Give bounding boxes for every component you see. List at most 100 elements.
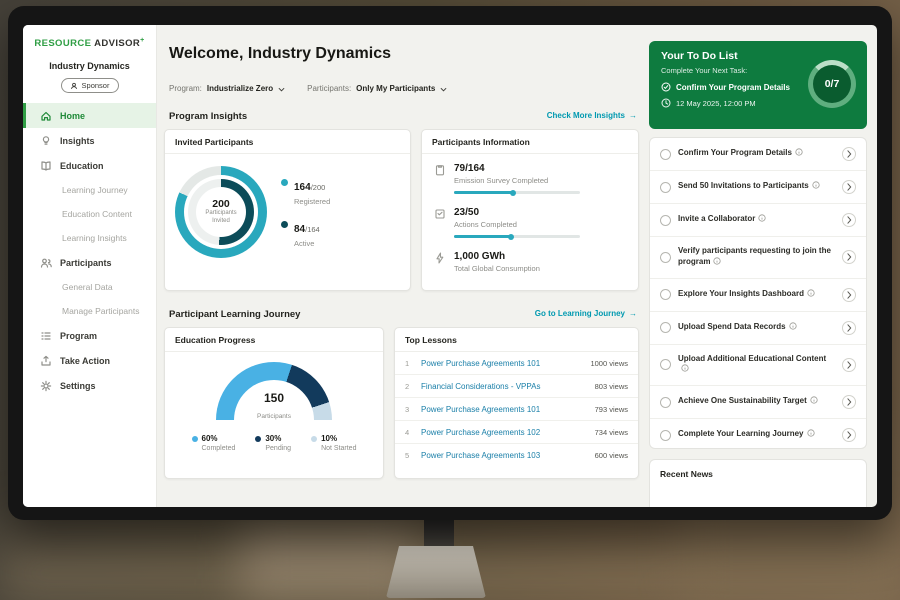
lesson-title-link[interactable]: Power Purchase Agreements 101: [421, 404, 541, 414]
sidebar-item-settings[interactable]: Settings: [23, 373, 156, 398]
chevron-right-icon[interactable]: [842, 250, 856, 265]
lesson-row: 4 Power Purchase Agreements 102 734 view…: [395, 421, 638, 444]
legend-total: /164: [305, 224, 320, 234]
info-icon[interactable]: [810, 396, 818, 408]
task-checkbox[interactable]: [660, 251, 671, 263]
sidebar-item-insights[interactable]: Insights: [23, 128, 156, 153]
task-text: Upload Spend Data Records: [678, 321, 786, 331]
task-row[interactable]: Confirm Your Program Details: [650, 138, 866, 171]
lesson-title-link[interactable]: Power Purchase Agreements 101: [421, 358, 541, 368]
go-to-learning-journey-link[interactable]: Go to Learning Journey →: [534, 309, 637, 318]
lesson-rank: 4: [405, 427, 410, 437]
todo-next-task: Confirm Your Program Details: [661, 82, 855, 92]
task-row[interactable]: Upload Additional Educational Content: [650, 345, 866, 387]
info-icon[interactable]: [681, 364, 689, 376]
info-icon[interactable]: [713, 257, 722, 269]
program-filter[interactable]: Program: Industrialize Zero: [169, 79, 285, 97]
lesson-rank: 2: [405, 381, 410, 391]
info-value: 79/164: [454, 163, 485, 174]
energy-icon: [434, 251, 446, 264]
lesson-views: 734 views: [594, 427, 628, 437]
info-icon[interactable]: [812, 181, 820, 193]
chevron-right-icon[interactable]: [842, 180, 856, 194]
info-icon[interactable]: [806, 429, 815, 441]
people-icon: [40, 257, 52, 269]
legend-dot: [281, 178, 288, 186]
invited-participants-card: Invited Participants 200 Participants In…: [164, 129, 411, 291]
program-filter-label: Program:: [169, 83, 202, 93]
sidebar-item-general-data[interactable]: General Data: [23, 275, 156, 299]
chevron-right-icon[interactable]: [842, 147, 856, 161]
gauge-label: Participants: [257, 413, 291, 420]
chevron-right-icon[interactable]: [842, 213, 856, 227]
task-text: Achieve One Sustainability Target: [678, 396, 807, 406]
sidebar-item-manage-participants[interactable]: Manage Participants: [23, 299, 156, 323]
legend-label: Pending: [265, 445, 292, 452]
info-row-body: 23/50 Actions Completed: [454, 207, 580, 240]
chevron-right-icon[interactable]: [842, 428, 856, 443]
task-checkbox[interactable]: [660, 181, 671, 193]
lesson-title-link[interactable]: Power Purchase Agreements 102: [421, 427, 541, 437]
legend-label: Not Started: [321, 445, 357, 452]
todo-progress-ring: 0/7: [808, 60, 856, 108]
task-checkbox[interactable]: [660, 359, 671, 371]
lesson-row: 1 Power Purchase Agreements 101 1000 vie…: [395, 352, 638, 375]
todo-subtitle: Complete Your Next Task:: [661, 66, 748, 75]
task-row[interactable]: Send 50 Invitations to Participants: [650, 171, 866, 204]
sidebar-item-learning-journey[interactable]: Learning Journey: [23, 178, 156, 202]
legend-pct-row: 60%: [191, 434, 236, 443]
chevron-right-icon[interactable]: [842, 320, 856, 335]
task-checkbox[interactable]: [660, 148, 671, 160]
task-checkbox[interactable]: [660, 322, 671, 334]
task-checkbox[interactable]: [660, 429, 671, 441]
task-checkbox[interactable]: [660, 289, 671, 301]
sidebar-item-education-content[interactable]: Education Content: [23, 202, 156, 226]
task-checkbox[interactable]: [660, 214, 671, 226]
sidebar-item-learning-insights[interactable]: Learning Insights: [23, 226, 156, 250]
recent-news-card[interactable]: Recent News: [649, 459, 867, 507]
task-row[interactable]: Explore Your Insights Dashboard: [650, 279, 866, 312]
info-row-body: 1,000 GWh Total Global Consumption: [454, 251, 540, 273]
info-icon[interactable]: [807, 289, 815, 301]
task-text: Confirm Your Program Details: [678, 148, 792, 158]
chevron-right-icon[interactable]: [842, 395, 856, 410]
participants-filter[interactable]: Participants: Only My Participants: [307, 79, 447, 97]
chevron-right-icon[interactable]: [842, 357, 856, 372]
chevron-down-icon: [440, 79, 447, 97]
task-row[interactable]: Upload Spend Data Records: [650, 312, 866, 345]
info-icon[interactable]: [758, 214, 766, 226]
check-more-insights-link[interactable]: Check More Insights →: [546, 111, 637, 120]
sidebar-item-education[interactable]: Education: [23, 153, 156, 178]
task-row[interactable]: Verify participants requesting to join t…: [650, 237, 866, 279]
info-row: 79/164 Emission Survey Completed: [422, 154, 638, 198]
info-row-body: 79/164 Emission Survey Completed: [454, 163, 580, 196]
check-circle-icon: [661, 82, 671, 92]
logo-text-primary: RESOURCE: [34, 38, 92, 50]
task-list-card: Confirm Your Program Details Send 50 Inv…: [649, 137, 867, 449]
task-row[interactable]: Achieve One Sustainability Target: [650, 386, 866, 420]
chevron-right-icon[interactable]: [842, 287, 856, 302]
sidebar: RESOURCE ADVISOR+ Industry Dynamics Spon…: [23, 25, 157, 507]
lesson-views: 793 views: [594, 404, 628, 414]
sidebar-item-home[interactable]: Home: [23, 103, 156, 129]
todo-title: Your To Do List: [661, 50, 738, 62]
progress-track: [454, 233, 580, 240]
task-checkbox[interactable]: [660, 396, 671, 408]
sidebar-item-program[interactable]: Program: [23, 323, 156, 348]
todo-panel: Your To Do List Complete Your Next Task:…: [649, 25, 867, 507]
info-label: Emission Survey Completed: [454, 176, 549, 185]
lesson-title-link[interactable]: Financial Considerations - VPPAs: [421, 381, 541, 391]
sponsor-badge[interactable]: Sponsor: [60, 78, 119, 94]
lesson-rank: 1: [405, 358, 410, 368]
gear-icon: [40, 380, 52, 392]
sidebar-item-take-action[interactable]: Take Action: [23, 348, 156, 373]
todo-progress-value: 0/7: [824, 78, 840, 90]
sidebar-item-participants[interactable]: Participants: [23, 250, 156, 275]
task-row[interactable]: Invite a Collaborator: [650, 204, 866, 237]
info-icon[interactable]: [788, 322, 797, 334]
lesson-title-link[interactable]: Power Purchase Agreements 103: [421, 450, 541, 460]
info-icon[interactable]: [795, 148, 803, 160]
legend-item: 164/200 Registered: [281, 177, 330, 206]
lesson-row: 2 Financial Considerations - VPPAs 803 v…: [395, 375, 638, 398]
task-row[interactable]: Complete Your Learning Journey: [650, 419, 866, 448]
